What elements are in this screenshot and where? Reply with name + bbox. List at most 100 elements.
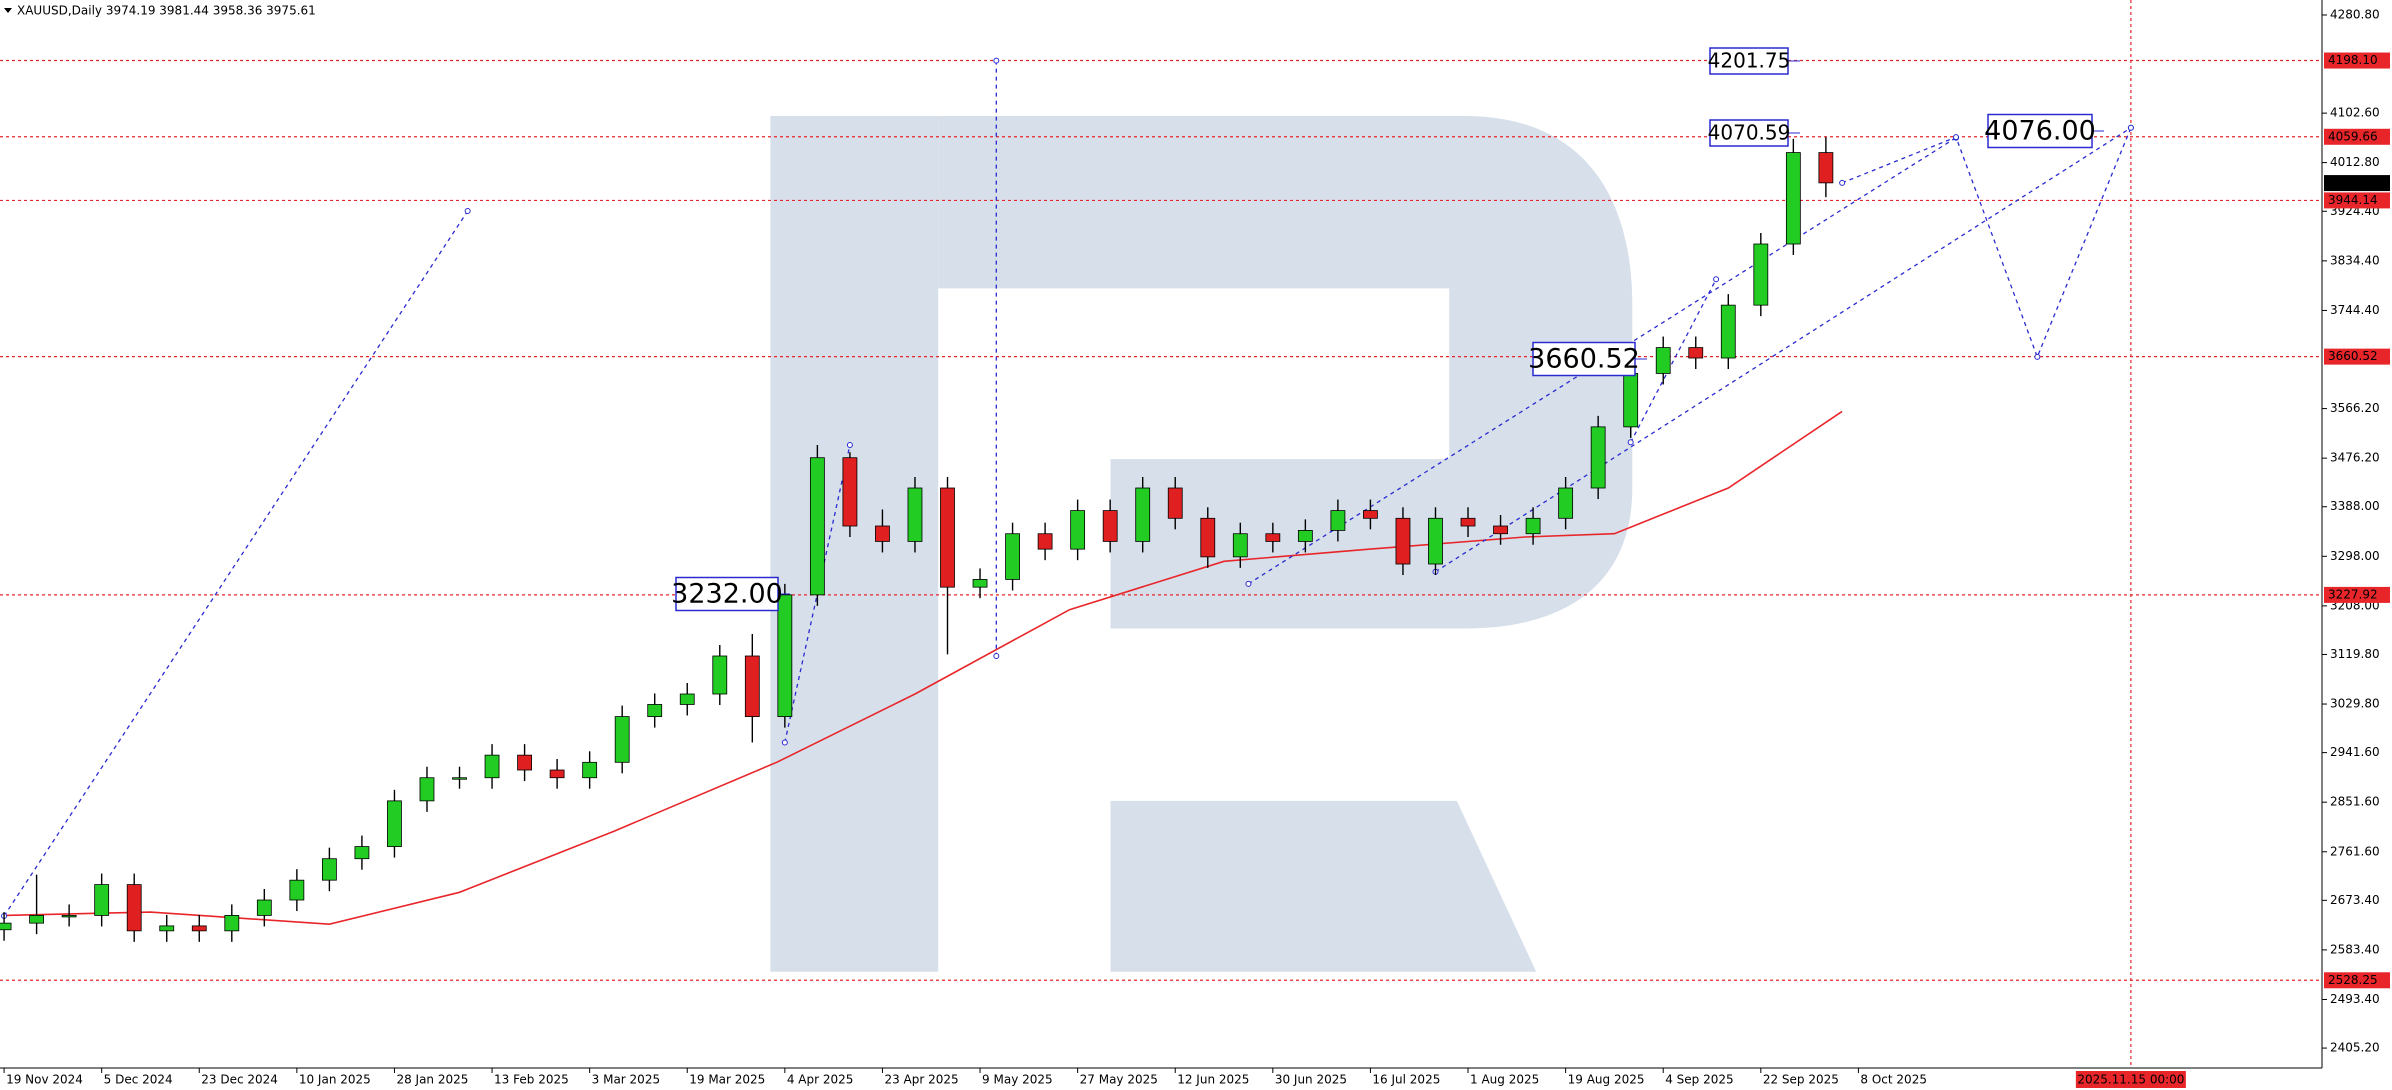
annotation-label: 4070.59 <box>1708 121 1791 145</box>
candle-body <box>809 457 825 596</box>
candle-body <box>354 846 370 860</box>
x-tick-label: 3 Mar 2025 <box>592 1073 660 1087</box>
candle-body <box>61 915 77 918</box>
candle-body <box>1460 517 1476 527</box>
x-tick-label: 12 Jun 2025 <box>1177 1073 1249 1087</box>
candle-body <box>647 704 663 717</box>
x-tick-label: 22 Sep 2025 <box>1763 1073 1839 1087</box>
drawing-line <box>1630 278 1717 443</box>
price-tag-label: 3975.61 <box>2328 176 2378 190</box>
watermark-logo <box>770 115 1633 972</box>
y-tick-label: 4012.80 <box>2330 155 2380 169</box>
candle-body <box>972 579 988 588</box>
annotation-label: 4076.00 <box>1984 116 2096 147</box>
level-tag-label: 3944.14 <box>2328 193 2378 207</box>
drawing-anchor <box>464 207 471 214</box>
candle-body <box>1070 510 1086 550</box>
candle-body <box>1493 525 1508 535</box>
x-tick-label: 19 Aug 2025 <box>1568 1073 1645 1087</box>
time-tag-label: 2025.11.15 00:00 <box>2077 1073 2184 1087</box>
level-tag-label: 3227.92 <box>2328 587 2378 601</box>
price-tag <box>2324 175 2390 192</box>
candle-body <box>744 655 760 717</box>
x-tick-label: 5 Dec 2024 <box>104 1073 173 1087</box>
candle-body <box>1785 152 1801 245</box>
y-tick-label: 2673.40 <box>2330 893 2380 907</box>
candle-body <box>549 769 565 779</box>
level-tag <box>2324 128 2390 145</box>
level-tag-label: 4198.10 <box>2328 53 2378 67</box>
y-tick-label: 2761.60 <box>2330 844 2380 858</box>
annotation-label: 4201.75 <box>1708 49 1791 73</box>
candle-body <box>1232 533 1248 558</box>
candle-body <box>1265 533 1281 542</box>
y-tick-label: 3388.00 <box>2330 499 2380 513</box>
moving-average <box>4 410 1843 926</box>
candle-body <box>582 761 598 779</box>
level-tag-label: 2528.25 <box>2328 973 2378 987</box>
candle-body <box>1102 510 1118 542</box>
x-tick-label: 30 Jun 2025 <box>1275 1073 1347 1087</box>
candle-body <box>712 655 728 695</box>
candle-body <box>256 899 272 916</box>
annotation-box <box>1532 341 1636 377</box>
candle-body <box>1167 487 1183 519</box>
candle-body <box>1753 243 1769 306</box>
level-tag <box>2324 192 2390 209</box>
candle-body <box>777 594 793 717</box>
candle-body <box>159 925 175 932</box>
level-tag-label: 4059.66 <box>2328 129 2378 143</box>
x-tick-label: 9 May 2025 <box>982 1073 1053 1087</box>
y-tick-label: 2851.60 <box>2330 795 2380 809</box>
x-tick-label: 28 Jan 2025 <box>396 1073 468 1087</box>
y-tick-label: 3744.40 <box>2330 303 2380 317</box>
x-tick-label: 23 Dec 2024 <box>201 1073 278 1087</box>
y-tick-label: 3476.20 <box>2330 451 2380 465</box>
candle-body <box>1037 533 1053 550</box>
annotation-box <box>1709 119 1789 147</box>
menu-triangle <box>4 8 12 13</box>
candle-body <box>452 777 467 780</box>
y-tick-label: 3298.00 <box>2330 549 2380 563</box>
logo-stem <box>770 115 939 972</box>
x-tick-label: 19 Mar 2025 <box>689 1073 765 1087</box>
x-tick-label: 19 Nov 2024 <box>6 1073 83 1087</box>
logo-bowl <box>938 115 1633 629</box>
drawing-anchor <box>1839 179 1846 186</box>
candle-body <box>875 525 890 542</box>
level-tag <box>2324 972 2390 989</box>
candle-body <box>1720 304 1736 359</box>
logo-leg <box>1110 800 1537 972</box>
candle-body <box>940 487 955 588</box>
candle-body <box>517 754 532 771</box>
candle-body <box>679 693 695 705</box>
drawing-anchor <box>781 739 788 746</box>
x-tick-label: 13 Feb 2025 <box>494 1073 569 1087</box>
candle-body <box>614 716 630 763</box>
annotation-box <box>1709 47 1789 75</box>
candle-body <box>1688 347 1704 359</box>
y-tick-label: 2583.40 <box>2330 942 2380 956</box>
candle-body <box>1363 510 1378 519</box>
annotation-box <box>1987 113 2093 149</box>
candle-body <box>1135 487 1151 542</box>
candle-body <box>1005 533 1020 580</box>
candle-body <box>126 884 142 932</box>
candle-body <box>484 754 500 779</box>
drawing-line <box>1435 127 2132 573</box>
y-tick-label: 2941.60 <box>2330 745 2380 759</box>
drawing-anchor <box>1627 439 1634 446</box>
plot-area: 4201.75 4070.59 4076.00 3660.52 3232.00 <box>0 0 2322 1068</box>
candle-body <box>1297 530 1313 542</box>
x-tick-label: 10 Jan 2025 <box>299 1073 371 1087</box>
candle-body <box>1818 152 1834 184</box>
level-tag <box>2324 52 2390 69</box>
x-tick-label: 8 Oct 2025 <box>1860 1073 1927 1087</box>
candle-body <box>1623 373 1639 428</box>
annotation-label: 3232.00 <box>671 579 783 610</box>
candle-body <box>387 800 402 847</box>
candle-body <box>842 457 858 527</box>
candle-body <box>1395 517 1411 565</box>
y-tick-label: 2405.20 <box>2330 1041 2380 1055</box>
